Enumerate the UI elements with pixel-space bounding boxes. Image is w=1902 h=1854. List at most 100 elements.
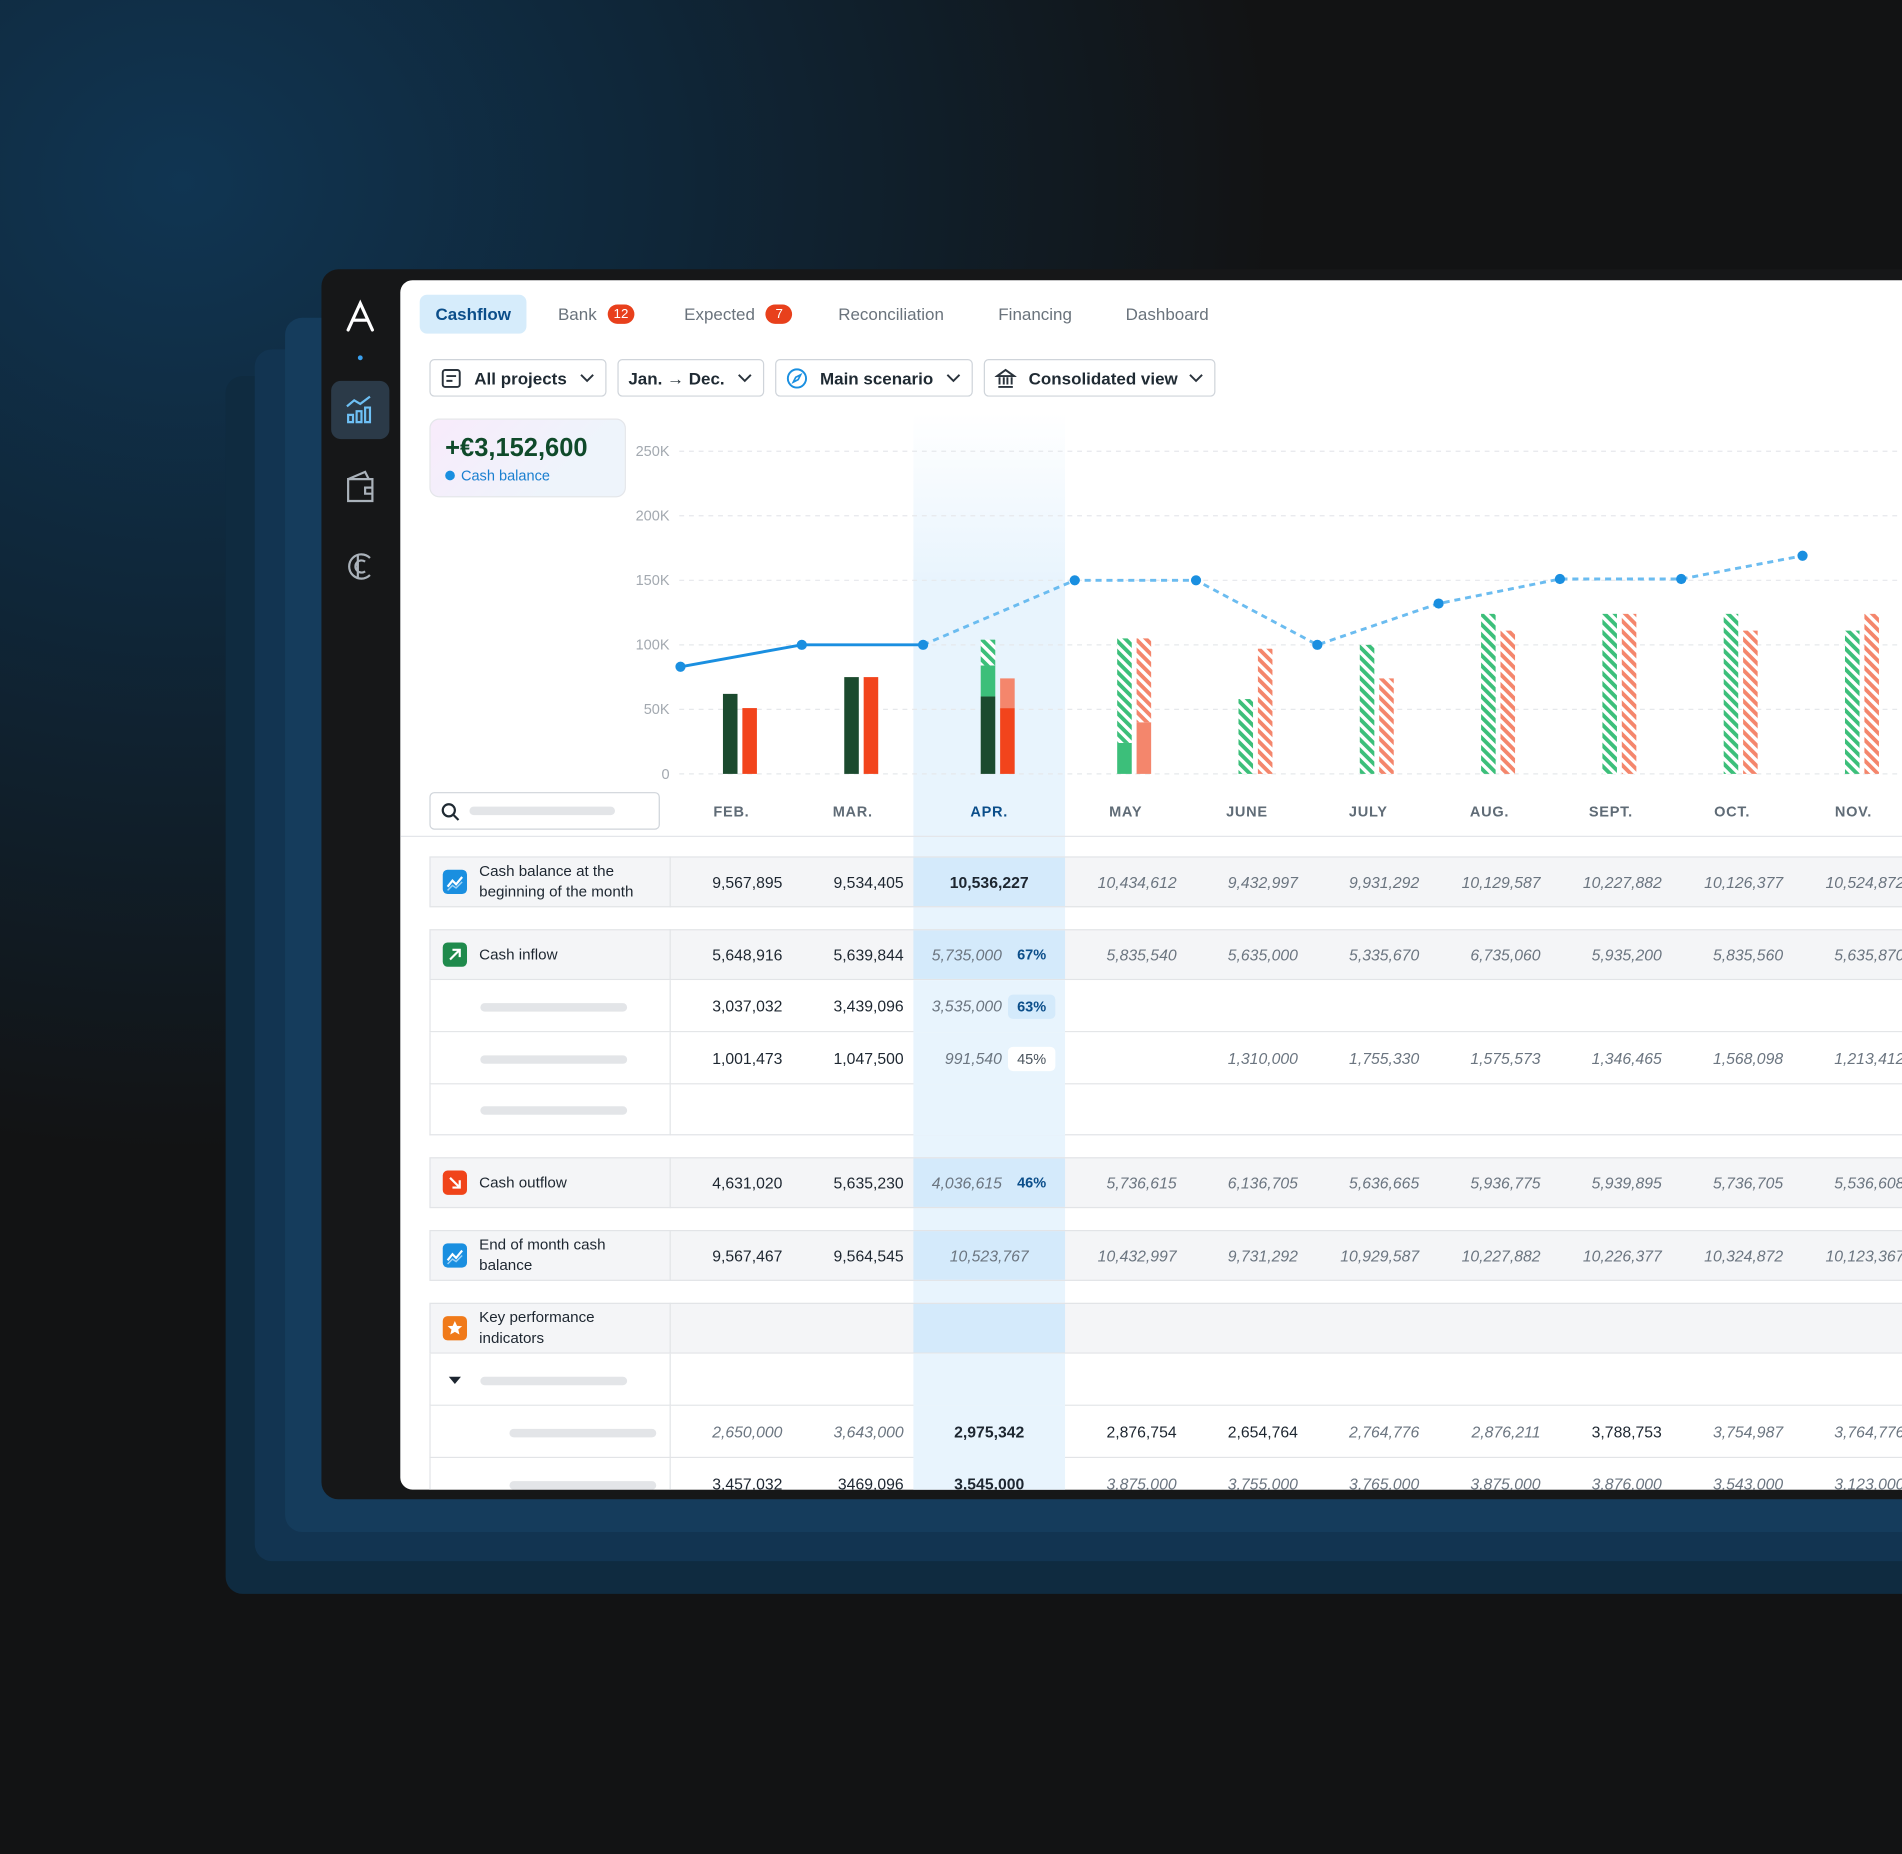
- cell-value: 3,764,776: [1834, 1422, 1902, 1442]
- tab[interactable]: Expected 7: [668, 295, 808, 334]
- tab-label[interactable]: Reconciliation: [838, 304, 944, 324]
- bar: [1864, 613, 1879, 774]
- month-label: APR.: [970, 804, 1008, 820]
- bar: [1621, 613, 1637, 774]
- row-icon: [442, 1170, 468, 1195]
- cell-value: 9,432,997: [1227, 872, 1298, 891]
- table-row: [429, 1302, 1902, 1354]
- cell-value: 10,227,882: [1582, 872, 1662, 891]
- cell-value: 6,735,060: [1470, 945, 1541, 964]
- chevron: [1189, 373, 1203, 382]
- nav-icon[interactable]: [348, 553, 371, 580]
- filter-label[interactable]: All projects: [474, 368, 567, 388]
- cell-value: 1,001,473: [712, 1049, 783, 1068]
- bar: [1257, 648, 1273, 774]
- tab-label[interactable]: Financing: [998, 304, 1072, 324]
- bar: [1000, 708, 1015, 774]
- bar: [722, 693, 738, 774]
- apr-cell: [913, 1458, 1066, 1490]
- row-label: End of month cash balance: [479, 1236, 606, 1274]
- line-point: [1312, 639, 1323, 650]
- placeholder: [480, 1054, 628, 1064]
- cell-value: 9,567,467: [712, 1246, 783, 1265]
- line-point: [675, 661, 686, 672]
- y-tick-label: 150K: [636, 573, 670, 589]
- chart: 0 50K 100K 150K 200K 250K FEB. MAR. APR. MAY JUNE J…: [636, 444, 1902, 820]
- tab-label[interactable]: Dashboard: [1125, 304, 1209, 324]
- tab-label[interactable]: Bank: [557, 304, 597, 324]
- cell-value: 3,543,000: [1712, 1475, 1784, 1490]
- cell-value: 5,735,000: [931, 945, 1002, 964]
- cell-value: 10,434,612: [1097, 872, 1177, 891]
- month-label: SEPT.: [1589, 804, 1633, 820]
- cell-value: 5,835,560: [1712, 945, 1784, 964]
- row-icon-glyph-part: [447, 1320, 463, 1335]
- cell-percent: 46%: [1017, 1174, 1047, 1192]
- nav-icon[interactable]: [346, 395, 372, 424]
- bar: [1602, 613, 1617, 774]
- logo: [346, 299, 374, 332]
- separator: [400, 835, 1902, 837]
- cell-percent: 67%: [1017, 946, 1047, 964]
- line-point: [1433, 598, 1444, 609]
- filter-icon-part: [441, 368, 461, 388]
- bar: [1743, 630, 1758, 774]
- row-icon: [442, 869, 468, 894]
- label-cell: [429, 1032, 671, 1085]
- nav-icon[interactable]: [347, 470, 374, 503]
- cell-value: 3,876,000: [1591, 1475, 1662, 1490]
- label-cell: [429, 1458, 671, 1490]
- filter-label[interactable]: Consolidated view: [1028, 368, 1178, 388]
- y-tick-label: 100K: [636, 638, 670, 654]
- filter-dropdown[interactable]: Jan. → Dec.: [617, 359, 765, 397]
- bar: [1238, 699, 1254, 774]
- cell-value: 5,635,000: [1227, 945, 1298, 964]
- tab-label[interactable]: Expected: [684, 304, 755, 324]
- month-label: JUNE: [1226, 804, 1268, 820]
- tab[interactable]: Dashboard: [1110, 295, 1225, 334]
- tab[interactable]: Cashflow: [419, 294, 527, 334]
- tab[interactable]: Reconciliation: [822, 295, 959, 334]
- row-icon-glyph: [446, 876, 463, 891]
- filter-dropdown[interactable]: Consolidated view: [983, 359, 1216, 397]
- filter-label[interactable]: Main scenario: [819, 368, 934, 388]
- cell-value: 5,939,895: [1591, 1173, 1662, 1192]
- filter-dropdown[interactable]: All projects: [429, 359, 607, 397]
- month-label: FEB.: [713, 804, 749, 820]
- cell-value: 2,876,754: [1106, 1422, 1177, 1442]
- row-icon-glyph-part: [446, 1249, 463, 1261]
- cell-value: 10,432,997: [1097, 1246, 1177, 1265]
- table-row: [429, 1458, 1902, 1490]
- y-tick-label: 200K: [636, 509, 670, 525]
- filter-label[interactable]: Jan. → Dec.: [628, 368, 725, 388]
- tab[interactable]: Financing: [983, 295, 1088, 334]
- label-cell: [429, 929, 671, 981]
- nav-active[interactable]: [331, 380, 390, 440]
- chevron: [946, 373, 961, 382]
- bar: [1481, 613, 1496, 774]
- tab-label[interactable]: Cashflow: [435, 304, 511, 324]
- legend-dot: [445, 470, 455, 481]
- row-icon-glyph-part: [447, 881, 463, 891]
- cell-value: 10,227,882: [1461, 1246, 1541, 1265]
- apr-cell: [913, 1303, 1066, 1353]
- apr-cell: [913, 1158, 1066, 1207]
- y-tick-label: 50K: [644, 702, 670, 718]
- row-icon-glyph-part: [449, 948, 461, 961]
- line-point: [796, 639, 807, 650]
- cell-value: 3,535,000: [931, 997, 1002, 1016]
- tab[interactable]: Bank 12: [542, 295, 650, 334]
- sidebar: [331, 299, 390, 580]
- cell-value: 10,324,872: [1704, 1246, 1784, 1265]
- kpi-legend: Cash balance: [445, 467, 625, 484]
- cell-value: 10,523,767: [949, 1246, 1029, 1265]
- bar: [863, 677, 879, 774]
- search-box[interactable]: [429, 792, 660, 830]
- table-row: [429, 929, 1902, 981]
- cell-value: 3,545,000: [954, 1475, 1025, 1490]
- table-row: [429, 856, 1902, 908]
- filter-dropdown[interactable]: Main scenario: [775, 359, 973, 397]
- table-row: [429, 1084, 1902, 1136]
- row-label: Cash outflow: [479, 1173, 567, 1191]
